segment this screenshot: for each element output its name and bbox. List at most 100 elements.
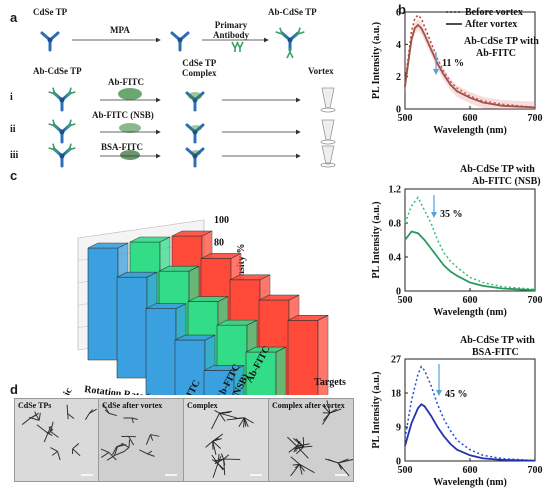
- bar-top: [174, 334, 216, 341]
- tetrapod: [211, 453, 225, 478]
- z-tick-label: 100: [214, 215, 229, 226]
- tetrapod: [145, 434, 160, 445]
- x-tick-label: 700: [528, 465, 543, 476]
- fitc-blob: [120, 150, 140, 160]
- tetrapod-arm: [50, 431, 59, 438]
- complex-icon: [185, 91, 205, 112]
- ab-tp-icon: [47, 118, 77, 144]
- complex-icon: [185, 123, 205, 144]
- tem-label: Complex: [187, 401, 218, 410]
- series-after-vortex: [404, 230, 536, 292]
- row-i: [47, 86, 336, 113]
- row-ii: [47, 118, 336, 145]
- network-strand: [338, 459, 353, 464]
- tetrapod: [325, 458, 353, 477]
- tetrapod: [103, 404, 117, 417]
- tetrapod: [121, 435, 136, 446]
- tem-image-cdse-after-vortex: CdSe after vortex: [98, 398, 184, 482]
- panel-b-letter: b: [398, 2, 406, 17]
- tetrapod-arm: [36, 424, 46, 432]
- annotation-label: 11 %: [442, 58, 464, 69]
- tp-icon: [170, 31, 190, 52]
- legend-label-after: After vortex: [465, 19, 517, 30]
- x-tick-label: 500: [398, 465, 413, 476]
- tp-icon: [40, 31, 60, 52]
- network-strand: [219, 412, 226, 422]
- tetrapod-arm: [116, 443, 124, 448]
- bar-front: [87, 247, 119, 361]
- z-tick-label: 80: [214, 237, 224, 248]
- bar-chart-3d: 020406080100PL Intensity %Static40060080…: [53, 215, 346, 395]
- chart-title: Ab-CdSe TP with: [464, 36, 539, 47]
- ab-fitc-label: Ab-FITC: [108, 77, 145, 87]
- tetrapod: [290, 456, 315, 477]
- tetrapod-arm: [145, 434, 151, 445]
- network-strand: [217, 455, 222, 464]
- tetrapod: [28, 411, 41, 421]
- y-axis-label: PL Intensity (a.u.): [371, 201, 382, 278]
- bar-front: [145, 308, 177, 395]
- y-axis-label: PL Intensity (a.u.): [371, 22, 382, 99]
- rate-axis-label: Rotation Rate (rpm): [84, 384, 172, 395]
- tetrapod-arm: [147, 450, 153, 455]
- tetrapod: [72, 443, 81, 457]
- complex-label: CdSe TP Complex: [182, 58, 217, 78]
- bar-top: [287, 315, 329, 321]
- targets-axis-label: Targets: [314, 377, 346, 388]
- tetrapod-arm: [149, 434, 154, 441]
- network-strand: [287, 436, 298, 447]
- bar-top: [87, 242, 129, 249]
- tetrapod-arm: [72, 448, 81, 457]
- tem-image-complex: Complex: [183, 398, 269, 482]
- y-tick-label: 6: [396, 8, 401, 19]
- tetrapod-arm: [122, 447, 130, 453]
- tetrapod-arm: [223, 454, 230, 460]
- chart-title: Ab-FITC: [476, 48, 516, 59]
- tetrapod-arm: [214, 409, 220, 414]
- y-tick-label: 18: [391, 389, 401, 400]
- row-ii-label: ii: [10, 124, 16, 135]
- y-tick-label: 2: [396, 72, 401, 83]
- tetrapod: [100, 448, 117, 461]
- bar-front: [116, 276, 148, 379]
- tetrapod-arm: [66, 404, 69, 414]
- network-strand: [299, 463, 315, 474]
- tetrapod: [139, 449, 155, 457]
- tetrapod: [66, 404, 75, 420]
- fitc-blob: [119, 123, 141, 133]
- network-strand: [212, 438, 222, 442]
- bar-top: [216, 319, 258, 326]
- bar-top: [116, 271, 158, 278]
- bar-top: [258, 294, 300, 301]
- network-strand: [290, 463, 300, 477]
- network-strand: [290, 456, 300, 465]
- tem-background: [99, 399, 183, 481]
- network-strand: [212, 463, 219, 478]
- tetrapod-arm: [67, 413, 75, 420]
- y-tick-label: 0: [396, 457, 401, 468]
- tem-particles: [99, 399, 183, 481]
- tetrapod: [50, 447, 61, 461]
- tetrapod-arm: [34, 411, 40, 421]
- network-strand: [288, 445, 298, 453]
- tem-image-complex-after-vortex: Complex after vortex: [268, 398, 354, 482]
- panel-c-letter: c: [10, 168, 18, 183]
- ab-cdse-tp-label: Ab-CdSe TP: [268, 7, 317, 17]
- x-axis-label: Wavelength (nm): [433, 477, 507, 488]
- row-i-label: i: [10, 92, 13, 103]
- tetrapod-arm: [21, 418, 31, 425]
- tetrapod-arm: [88, 408, 97, 414]
- tetrapod: [43, 426, 54, 443]
- y-axis-label: PL Intensity (a.u.): [371, 371, 382, 448]
- tetrapod-arm: [139, 449, 148, 455]
- tetrapod: [85, 408, 97, 421]
- tetrapod-arm: [299, 464, 303, 475]
- tetrapod: [226, 417, 254, 428]
- tetrapod-arm: [131, 417, 138, 420]
- tem-particles: [184, 399, 268, 481]
- network-strand: [211, 454, 219, 464]
- network-strand: [219, 410, 232, 414]
- network-strand: [223, 459, 226, 476]
- tetrapod-arm: [128, 439, 131, 448]
- network-strand: [337, 462, 350, 477]
